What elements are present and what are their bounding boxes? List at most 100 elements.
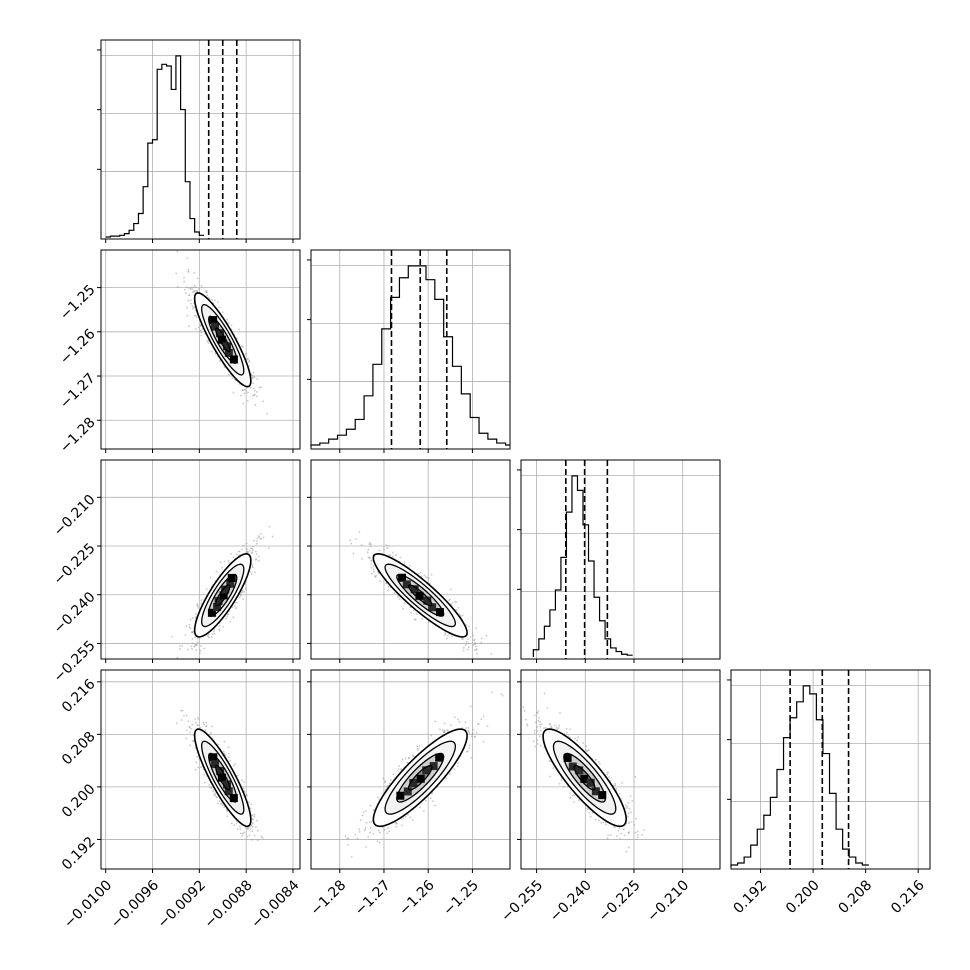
- sample-point: [446, 729, 449, 731]
- sample-point: [251, 564, 254, 566]
- sample-point: [252, 545, 254, 548]
- sample-point: [200, 766, 202, 769]
- x-tick-label: −1.28: [308, 877, 350, 919]
- sample-point: [194, 768, 197, 771]
- x-tick-label: −0.0092: [155, 877, 209, 931]
- density-panel-2-0: [101, 460, 300, 659]
- sample-point: [629, 795, 632, 798]
- sample-point: [384, 781, 387, 784]
- sample-point: [475, 627, 478, 630]
- sample-point: [189, 731, 191, 734]
- x-tick-label: 0.192: [731, 877, 771, 917]
- sample-point: [391, 555, 394, 558]
- sample-point: [256, 395, 258, 398]
- sample-point: [627, 802, 630, 805]
- sample-point: [480, 718, 483, 720]
- sample-point: [214, 792, 216, 795]
- sample-point: [627, 812, 630, 815]
- sample-point: [548, 722, 551, 725]
- sample-point: [266, 412, 268, 415]
- sample-point: [617, 829, 620, 832]
- y-tick-label: 0.208: [59, 729, 99, 769]
- sample-point: [392, 773, 395, 776]
- sample-point: [187, 286, 190, 289]
- sample-point: [217, 301, 219, 304]
- contour-line: [208, 573, 238, 617]
- sample-point: [472, 728, 475, 731]
- sample-point: [449, 724, 452, 727]
- sample-point: [200, 334, 203, 337]
- sample-point: [537, 710, 540, 712]
- sample-point: [219, 802, 222, 805]
- sample-point: [210, 725, 213, 728]
- histogram-step-line: [310, 265, 510, 447]
- sample-point: [377, 829, 380, 832]
- sample-point: [424, 576, 427, 579]
- sample-point: [252, 371, 255, 374]
- sample-point: [199, 649, 202, 652]
- sample-point: [408, 564, 411, 567]
- sample-point: [260, 386, 263, 389]
- sample-point: [199, 329, 202, 332]
- contour-line: [193, 292, 252, 388]
- sample-point: [375, 574, 378, 577]
- density-cell: [598, 791, 607, 800]
- sample-point: [418, 806, 421, 809]
- sample-point: [240, 832, 242, 835]
- sample-point: [539, 729, 542, 732]
- sample-point: [208, 636, 210, 639]
- sample-point: [241, 389, 244, 391]
- density-cell: [216, 329, 225, 338]
- sample-point: [183, 714, 185, 717]
- density-cell: [223, 342, 232, 351]
- sample-point: [185, 714, 188, 717]
- sample-point: [221, 804, 224, 807]
- contour-line: [201, 303, 245, 376]
- sample-point: [189, 627, 192, 630]
- sample-point: [619, 837, 621, 840]
- sample-point: [354, 833, 357, 836]
- sample-point: [370, 566, 373, 569]
- sample-point: [555, 726, 558, 729]
- sample-point: [231, 377, 234, 380]
- density-cell: [435, 753, 444, 762]
- sample-point: [241, 589, 244, 592]
- sample-point: [176, 285, 179, 288]
- sample-point: [254, 403, 257, 406]
- sample-point: [367, 556, 370, 559]
- sample-point: [382, 777, 385, 780]
- sample-point: [248, 364, 251, 367]
- sample-point: [372, 568, 375, 571]
- sample-point: [467, 638, 469, 641]
- sample-point: [179, 709, 182, 712]
- density-cell: [229, 794, 238, 803]
- sample-point: [210, 786, 213, 789]
- sample-point: [372, 833, 375, 835]
- sample-point: [473, 649, 476, 652]
- density-cell: [416, 774, 425, 783]
- sample-point: [461, 614, 464, 617]
- sample-point: [221, 311, 224, 314]
- sample-point: [368, 543, 371, 546]
- sample-point: [624, 804, 627, 807]
- sample-point: [176, 656, 179, 659]
- sample-point: [196, 755, 198, 758]
- sample-point: [451, 635, 454, 638]
- panel-frame: [100, 459, 301, 660]
- sample-point: [200, 602, 203, 605]
- density-cell: [222, 780, 231, 789]
- sample-point: [223, 740, 226, 743]
- sample-point: [190, 727, 192, 730]
- sample-point: [465, 640, 468, 643]
- sample-point: [175, 722, 178, 725]
- sample-point: [221, 566, 224, 569]
- sample-point: [468, 730, 470, 733]
- sample-point: [538, 716, 541, 719]
- contour-line: [552, 740, 617, 815]
- sample-point: [251, 374, 254, 377]
- sample-point: [622, 828, 625, 831]
- sample-point: [251, 830, 254, 833]
- sample-point: [404, 815, 407, 818]
- sample-point: [641, 833, 643, 836]
- sample-point: [464, 721, 467, 724]
